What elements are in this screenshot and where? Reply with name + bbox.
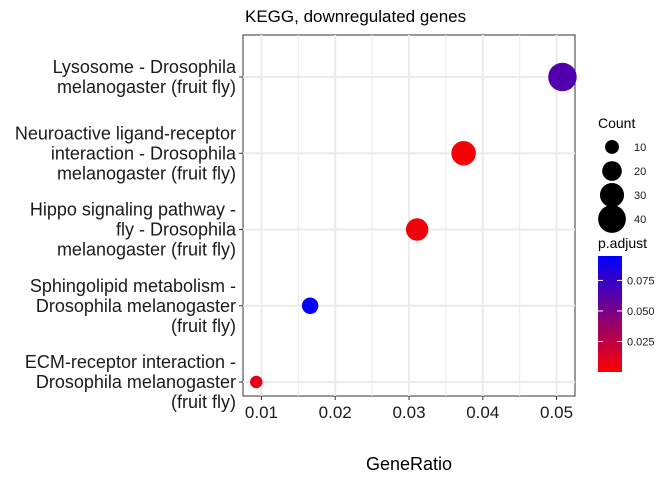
y-tick-label: Lysosome - Drosophila [53,57,237,77]
y-tick-label: Hippo signaling pathway - [30,200,236,220]
data-point [301,297,319,314]
y-tick-label: Sphingolipid metabolism - [30,276,236,296]
y-tick-label: (fruit fly) [171,392,236,412]
size-legend-label: 40 [634,214,646,226]
data-point [548,62,577,92]
data-point [451,141,476,166]
data-point [405,218,429,241]
x-tick-label: 0.04 [466,403,499,422]
size-legend-label: 10 [634,142,646,154]
size-legend: Count 10 20 30 40 [598,115,646,233]
chart-title: KEGG, downregulated genes [245,7,466,26]
y-tick-label: ECM-receptor interaction - [25,352,236,372]
x-axis-title: GeneRatio [366,454,452,474]
size-legend-title: Count [598,115,635,131]
y-tick-label: melanogaster (fruit fly) [57,77,236,97]
size-legend-key [605,140,619,154]
color-legend-label: 0.025 [627,336,655,348]
color-legend-title: p.adjust [598,235,647,251]
color-legend-label: 0.075 [627,275,655,287]
size-legend-label: 30 [634,190,646,202]
color-legend-label: 0.050 [627,306,655,318]
y-tick-label: fly - Drosophila [116,220,237,240]
x-tick-label: 0.05 [540,403,573,422]
y-tick-label: melanogaster (fruit fly) [57,163,236,183]
y-tick-label: interaction - Drosophila [51,143,237,163]
y-tick-label: Neuroactive ligand-receptor [15,123,236,143]
grid-lines [243,35,575,396]
data-points [250,62,577,389]
size-legend-label: 20 [634,166,646,178]
y-tick-label: (fruit fly) [171,316,236,336]
size-legend-key [598,205,626,233]
data-point [250,375,263,389]
y-tick-label: Drosophila melanogaster [36,372,236,392]
size-legend-key [602,161,622,181]
size-legend-key [599,182,625,208]
x-tick-label: 0.02 [319,403,352,422]
x-tick-label: 0.01 [245,403,278,422]
y-tick-label: melanogaster (fruit fly) [57,240,236,260]
x-tick-label: 0.03 [392,403,425,422]
y-tick-label: Drosophila melanogaster [36,296,236,316]
color-bar [598,256,622,372]
color-legend: p.adjust 0.025 0.050 0.075 [598,235,655,372]
x-axis: 0.01 0.02 0.03 0.04 0.05 [245,396,573,422]
